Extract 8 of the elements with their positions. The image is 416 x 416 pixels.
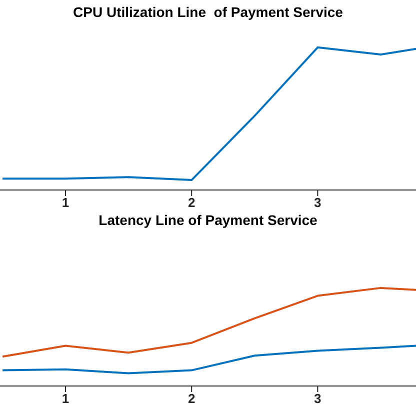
- chart-title: Latency Line of Payment Service: [98, 212, 318, 228]
- chart-title: CPU Utilization Line of Payment Service: [72, 4, 344, 20]
- x-tick-label: 1: [62, 195, 70, 210]
- x-tick-label: 3: [314, 195, 322, 210]
- x-tick-label: 2: [188, 391, 196, 406]
- x-tick-label: 2: [188, 195, 196, 210]
- x-tick-label: 1: [62, 391, 70, 406]
- x-tick-label: 3: [314, 391, 322, 406]
